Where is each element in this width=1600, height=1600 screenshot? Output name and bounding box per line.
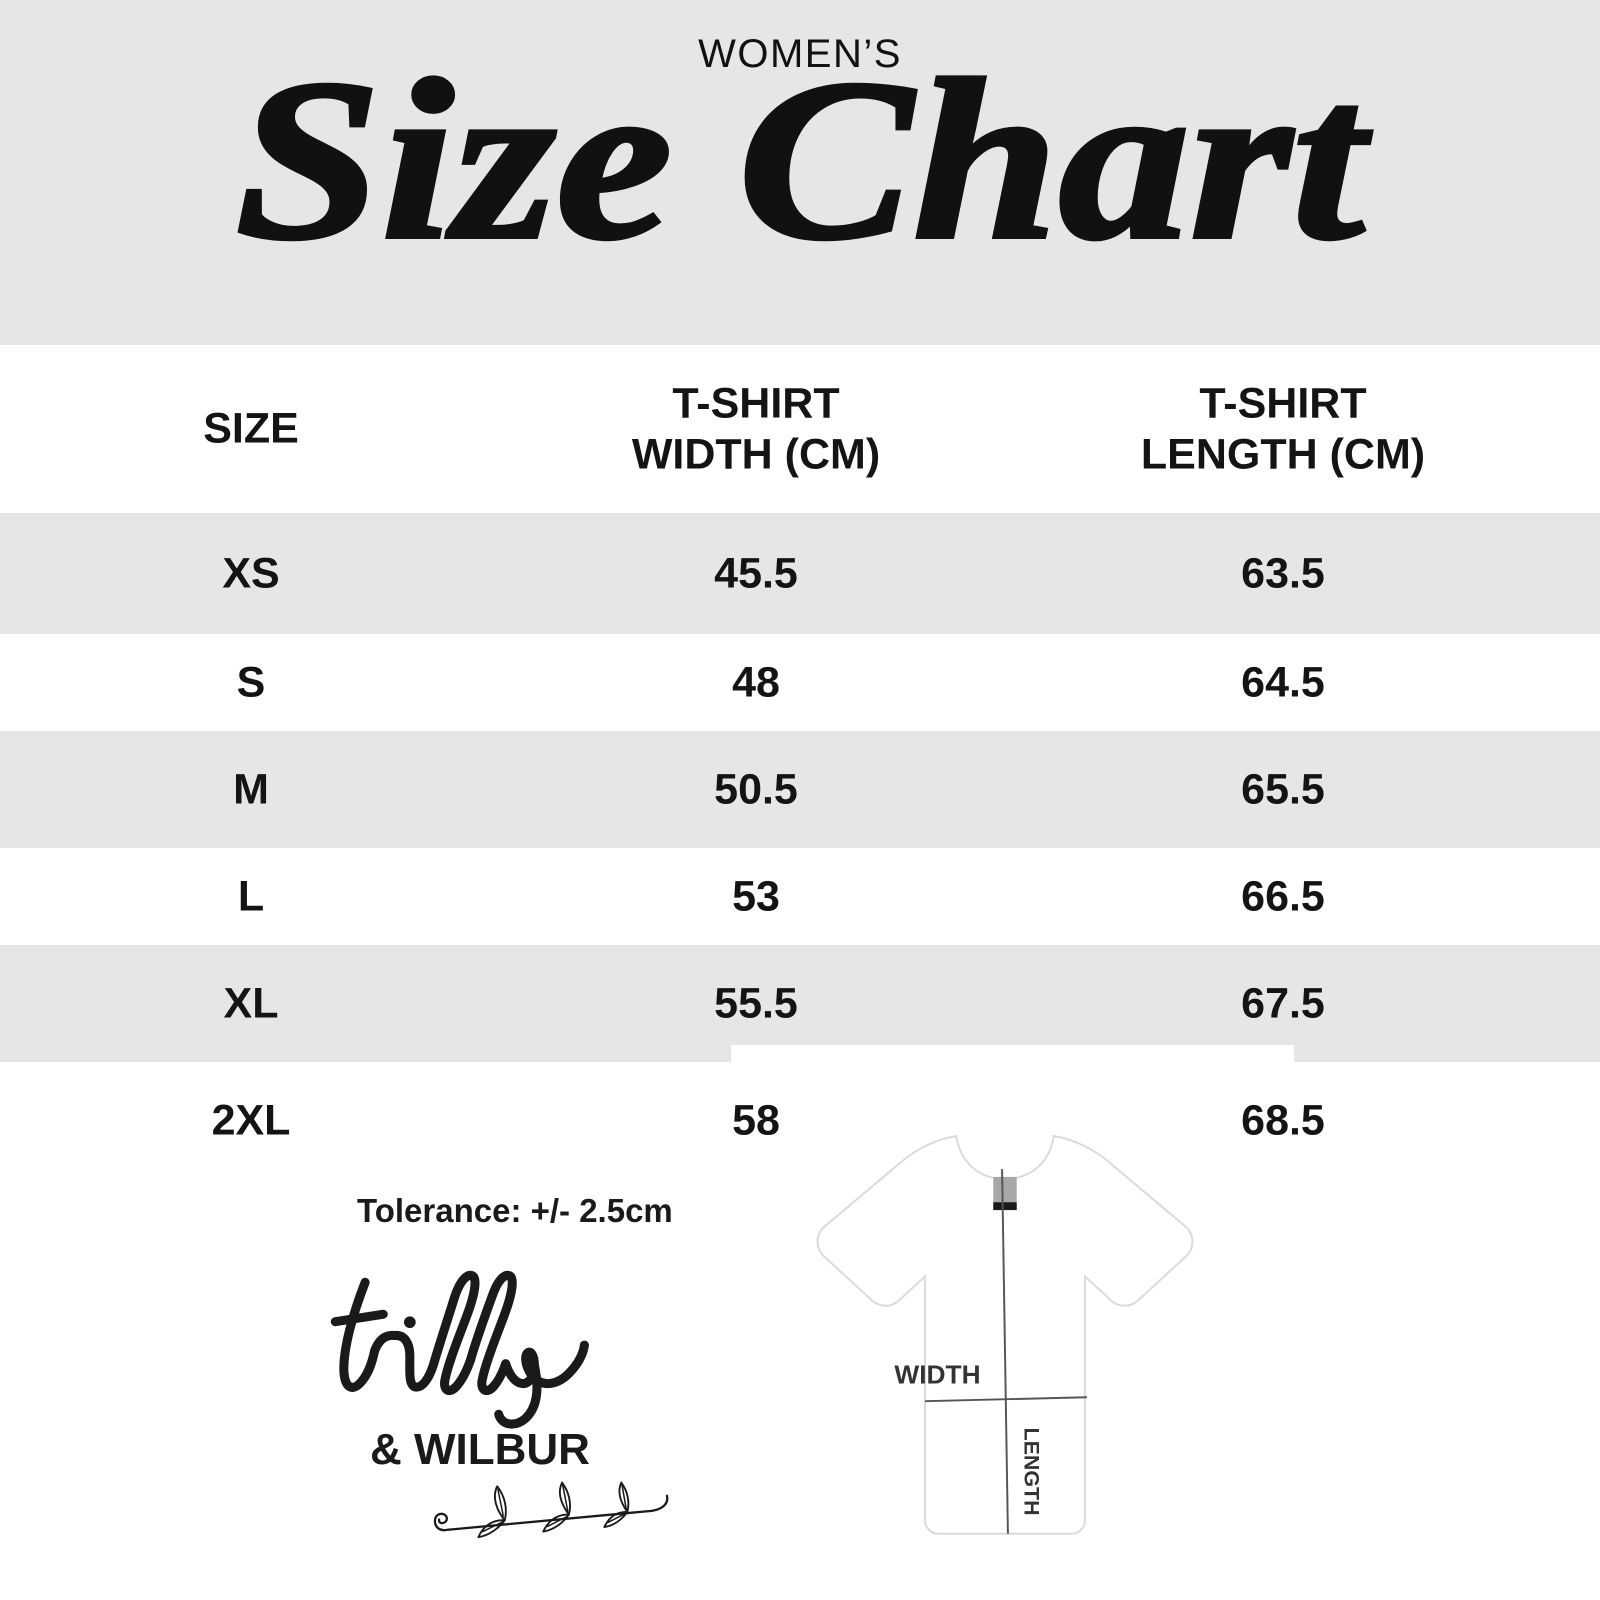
svg-text:LENGTH: LENGTH (1020, 1428, 1044, 1516)
svg-text:WIDTH: WIDTH (894, 1360, 980, 1390)
